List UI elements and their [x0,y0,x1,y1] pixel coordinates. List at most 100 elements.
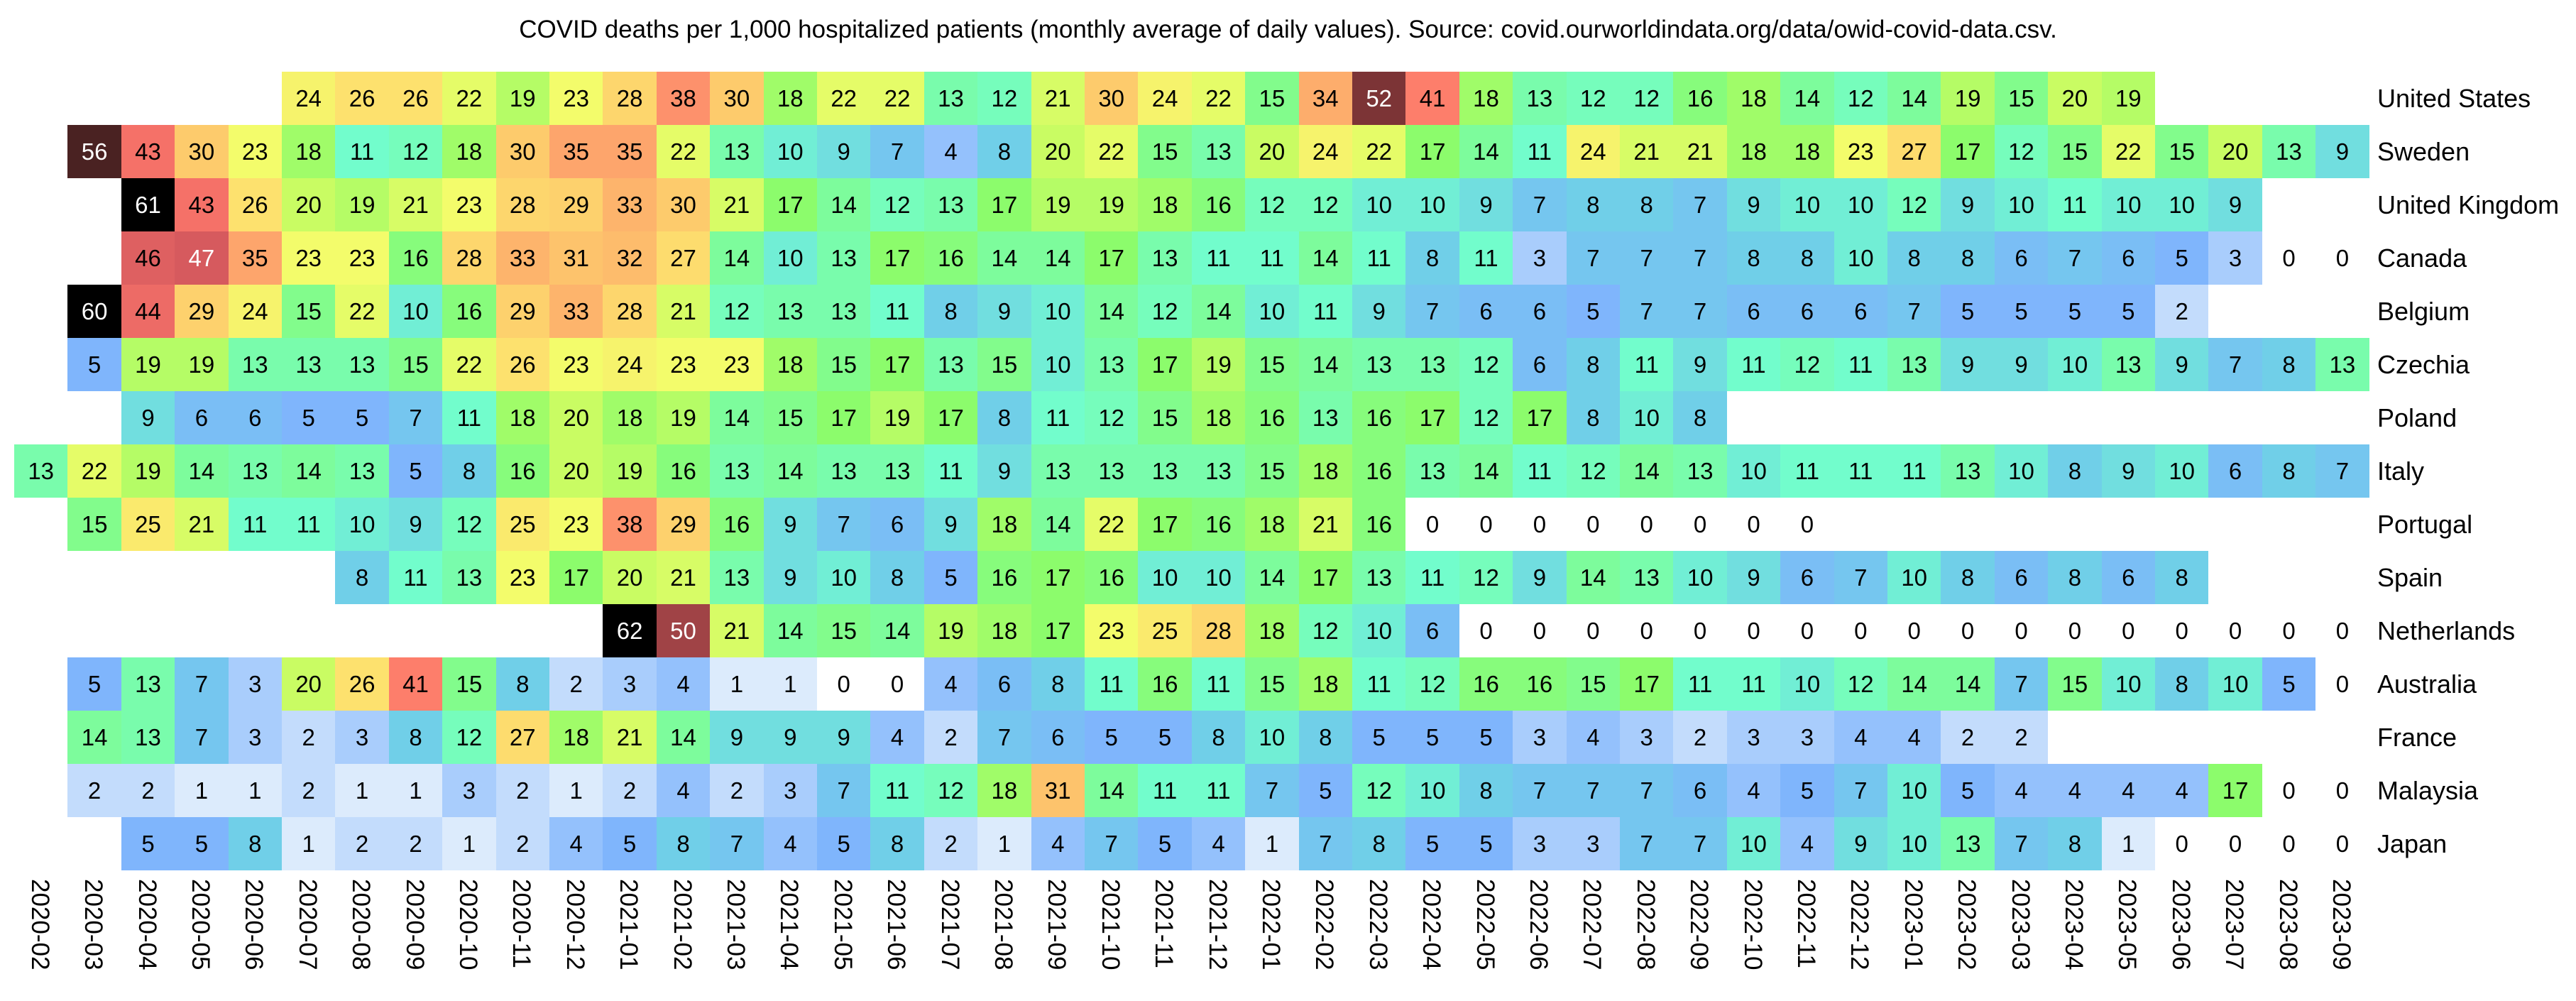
heatmap-cell: 16 [1138,657,1192,711]
heatmap-cell: 16 [442,285,496,338]
heatmap-cell: 19 [1031,178,1085,231]
heatmap-cell: 2 [2155,285,2209,338]
heatmap-cell: 13 [817,444,871,498]
heatmap-cell: 19 [1085,178,1139,231]
heatmap-cell: 46 [121,231,175,285]
heatmap-cell: 8 [1405,231,1459,285]
heatmap-cell: 21 [710,604,764,657]
heatmap-cell: 21 [710,178,764,231]
heatmap-cell: 3 [228,657,282,711]
heatmap-cell: 11 [1673,657,1727,711]
x-tick-label: 2022-06 [1524,879,1552,970]
heatmap-cell: 30 [175,125,229,178]
heatmap-cell: 27 [1887,125,1941,178]
heatmap-cell: 12 [1566,72,1620,125]
heatmap-cell: 41 [1405,72,1459,125]
heatmap-cell: 0 [2208,604,2262,657]
heatmap-cell: 7 [1673,231,1727,285]
heatmap-cell: 12 [710,285,764,338]
heatmap-cell: 1 [2101,817,2155,870]
heatmap-cell: 11 [1138,764,1192,817]
heatmap-cell: 13 [335,338,389,391]
heatmap-cell: 9 [1941,338,1995,391]
heatmap-cell: 15 [977,338,1031,391]
heatmap-cell: 13 [1138,231,1192,285]
heatmap-cell: 4 [1887,711,1941,764]
heatmap-cell: 0 [1887,604,1941,657]
heatmap-cell: 34 [1298,72,1352,125]
heatmap-cell: 1 [763,657,817,711]
heatmap-cell: 30 [656,178,711,231]
heatmap-cell: 4 [763,817,817,870]
heatmap-cell: 27 [656,231,711,285]
row-label: Canada [2377,243,2467,273]
heatmap-cell: 23 [656,338,711,391]
heatmap-cell: 21 [1673,125,1727,178]
heatmap-cell: 6 [175,391,229,444]
heatmap-cell: 9 [977,285,1031,338]
heatmap-cell: 11 [1620,338,1674,391]
heatmap-cell: 22 [1085,125,1139,178]
heatmap-cell: 0 [1566,498,1620,551]
heatmap-cell: 43 [121,125,175,178]
heatmap-cell: 21 [603,711,657,764]
heatmap-cell: 7 [977,711,1031,764]
heatmap-cell: 10 [763,231,817,285]
heatmap-cell: 16 [1352,444,1406,498]
heatmap-cell: 3 [1513,231,1567,285]
heatmap-cell: 7 [1834,764,1887,817]
heatmap-cell: 16 [1191,498,1246,551]
x-tick-label: 2022-07 [1578,879,1606,970]
heatmap-cell: 11 [870,764,924,817]
heatmap-cell: 7 [1994,657,2049,711]
heatmap-cell: 13 [1405,444,1459,498]
heatmap-cell: 6 [2101,551,2155,604]
heatmap-cell: 17 [1298,551,1352,604]
heatmap-cell: 1 [228,764,282,817]
heatmap-cell: 11 [335,125,389,178]
heatmap-cell: 2 [923,711,978,764]
row-label: Italy [2377,456,2425,486]
heatmap-cell: 10 [1138,551,1192,604]
heatmap-cell: 7 [1620,817,1674,870]
heatmap-cell: 8 [2048,817,2102,870]
heatmap-cell: 26 [228,178,282,231]
heatmap-cell: 14 [67,711,121,764]
heatmap-cell: 3 [1513,817,1567,870]
heatmap-cell: 26 [388,72,443,125]
heatmap-cell: 4 [549,817,603,870]
heatmap-cell: 13 [2101,338,2155,391]
heatmap-cell: 9 [2155,338,2209,391]
heatmap-cell: 5 [1459,711,1513,764]
heatmap-cell: 4 [1566,711,1620,764]
heatmap-cell: 4 [923,125,978,178]
heatmap-cell: 6 [1994,551,2049,604]
heatmap-cell: 7 [1834,551,1887,604]
x-tick-label: 2023-02 [1953,879,1981,970]
heatmap-cell: 0 [2262,764,2316,817]
heatmap-cell: 30 [710,72,764,125]
heatmap-cell: 10 [1405,178,1459,231]
heatmap-cell: 13 [1031,444,1085,498]
heatmap-cell: 35 [603,125,657,178]
heatmap-cell: 43 [175,178,229,231]
heatmap-cell: 26 [495,338,549,391]
heatmap-cell: 17 [763,178,817,231]
heatmap-cell: 4 [1994,764,2049,817]
heatmap-cell: 33 [495,231,549,285]
heatmap-cell: 10 [1887,764,1941,817]
heatmap-cell: 11 [923,444,978,498]
heatmap-cell: 14 [977,231,1031,285]
heatmap-cell: 15 [388,338,443,391]
heatmap-cell: 14 [1298,338,1352,391]
heatmap-cell: 22 [1191,72,1246,125]
heatmap-cell: 16 [1513,657,1567,711]
heatmap-cell: 5 [121,817,175,870]
heatmap-cell: 12 [1298,604,1352,657]
heatmap-cell: 0 [1941,604,1995,657]
x-tick-label: 2023-08 [2274,879,2302,970]
heatmap-cell: 13 [1352,338,1406,391]
heatmap-cell: 6 [1513,285,1567,338]
heatmap-cell: 16 [656,444,711,498]
x-tick-label: 2021-06 [882,879,911,970]
